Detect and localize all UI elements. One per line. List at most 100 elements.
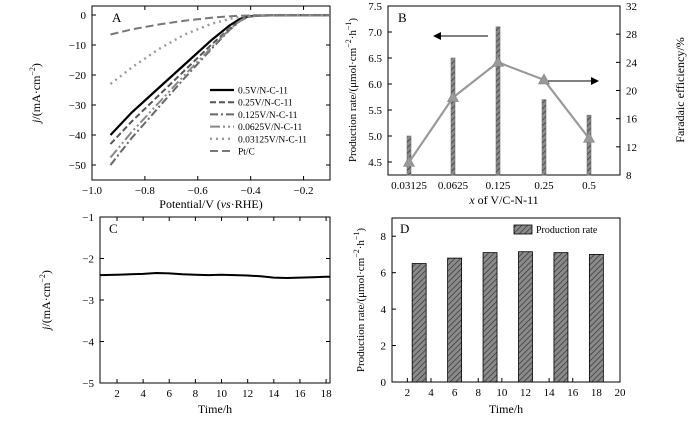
x-tick-label: 0.03125 (391, 180, 427, 192)
x-tick-label: 8 (475, 387, 481, 399)
panel-b-x-ticks: 0.03125 0.0625 0.125 0.25 0.5 (391, 171, 596, 192)
x-tick-label: 0.125 (486, 180, 511, 192)
faradaic-efficiency-marker (537, 73, 551, 85)
x-tick-label: 10 (496, 387, 508, 399)
panel-b-xlabel: x of V/C-N-11 (468, 193, 538, 207)
y-tick-label: −50 (69, 160, 87, 172)
x-tick-label: −0.2 (294, 185, 314, 197)
panel-b-bars (406, 26, 592, 176)
panel-a-y-ticks: −50 −40 −30 −20 −10 0 (69, 10, 330, 172)
y-tick-label-right: 12 (626, 142, 637, 154)
x-tick-label: 20 (615, 387, 627, 399)
y-tick-label: 2 (381, 341, 387, 353)
x-tick-label: 0.25 (534, 180, 554, 192)
panel-b-ylabel-right: Faradaic efficiency/% (673, 37, 687, 142)
x-tick-label: −0.8 (135, 185, 155, 197)
panel-c-label: C (109, 221, 118, 236)
y-tick-label-right: 24 (626, 57, 638, 69)
legend-label: 0.125V/N-C-11 (238, 111, 298, 121)
panel-d-xlabel: Time/h (489, 402, 523, 416)
y-tick-label-right: 28 (626, 29, 638, 41)
legend-label: 0.03125V/N-C-11 (238, 135, 307, 145)
panel-d-y-ticks: 0 2 4 6 8 (381, 231, 396, 389)
y-tick-label: −10 (69, 40, 87, 52)
x-tick-label: 2 (114, 388, 120, 400)
x-tick-label: 12 (520, 387, 531, 399)
x-tick-label: 10 (216, 388, 228, 400)
y-tick-label-right: 16 (626, 114, 638, 126)
y-tick-label: 7.0 (368, 27, 382, 39)
stability-curve (99, 271, 330, 280)
y-tick-label: −30 (69, 100, 87, 112)
y-tick-label: 4.5 (368, 157, 382, 169)
panel-a-legend: 0.5V/N-C-11 0.25V/N-C-11 0.125V/N-C-11 0.06… (210, 87, 307, 158)
y-tick-label: 8 (381, 231, 387, 243)
legend-label: 0.0625V/N-C-11 (238, 123, 303, 133)
faradaic-efficiency-marker (582, 131, 596, 143)
panel-a-xlabel: Potential/V (vs·RHE) (159, 197, 262, 211)
panel-d-label: D (400, 221, 409, 236)
panel-a-label: A (112, 10, 122, 25)
production-rate-bar (411, 263, 427, 383)
x-tick-label: 18 (591, 387, 603, 399)
x-tick-label: 18 (321, 388, 333, 400)
y-tick-label: −5 (82, 378, 94, 390)
panel-c-x-ticks: 2 4 6 8 10 12 14 16 18 (114, 217, 332, 400)
panel-a-ylabel: j/(mA·cm−2) (28, 63, 43, 125)
x-tick-label: 6 (167, 388, 173, 400)
x-tick-label: −0.6 (188, 185, 208, 197)
y-tick-label: 0 (81, 10, 87, 22)
y-tick-label: 7.5 (368, 1, 382, 13)
y-tick-label-right: 32 (626, 1, 637, 13)
panel-d-frame (391, 217, 621, 383)
panel-d-legend-swatch (513, 224, 533, 235)
y-tick-label: 4 (381, 304, 387, 316)
panel-d-bars (411, 251, 604, 383)
y-tick-label: −4 (82, 337, 94, 349)
panel-d: 2 4 6 8 10 12 14 16 18 20 0 2 4 6 8 D Production rate… (352, 217, 627, 416)
x-tick-label: 4 (428, 387, 434, 399)
x-tick-label: 8 (193, 388, 199, 400)
production-rate-bar (518, 251, 533, 383)
production-rate-bar (482, 252, 498, 383)
production-rate-bar (406, 135, 412, 176)
panel-c-series (99, 271, 330, 280)
x-tick-label: 0.5 (582, 180, 596, 192)
production-rate-bar (541, 99, 547, 176)
panel-d-ylabel: Production rate/(μmol·cm−2·h−1) (352, 228, 367, 373)
panel-d-legend-label: Production rate (536, 225, 598, 236)
panel-c: 2 4 6 8 10 12 14 16 18 −5 −4 −3 −2 −1 C Time/h j/(mA… (38, 212, 332, 416)
y-tick-label: −1 (82, 212, 94, 224)
x-tick-label: 14 (544, 387, 556, 399)
panel-b-y-ticks-right: 8 12 16 20 24 28 32 (616, 1, 638, 182)
panel-b-fe-line (402, 55, 596, 167)
panel-b-ylabel-left: Production rate/(μmol·cm−2·h−1) (344, 18, 359, 163)
y-tick-label: −20 (69, 70, 87, 82)
x-tick-label: −1.0 (82, 185, 102, 197)
legend-label: 0.5V/N-C-11 (238, 87, 288, 97)
x-tick-label: 2 (405, 387, 411, 399)
production-rate-bar (586, 114, 592, 176)
y-tick-label-right: 8 (626, 170, 632, 182)
y-tick-label: 0 (381, 377, 387, 389)
production-rate-bar (495, 26, 501, 176)
y-tick-label: −40 (69, 130, 87, 142)
panel-c-ylabel: j/(mA·cm−2) (38, 270, 53, 332)
x-tick-label: 12 (242, 388, 253, 400)
legend-label: 0.25V/N-C-11 (238, 99, 293, 109)
legend-label: Pt/C (238, 148, 255, 158)
x-tick-label: −0.4 (241, 185, 261, 197)
panel-b-frame (387, 5, 621, 176)
faradaic-efficiency-marker (402, 155, 416, 167)
x-tick-label: 4 (140, 388, 146, 400)
panel-c-frame (99, 216, 331, 384)
y-tick-label: 5.0 (368, 131, 382, 143)
x-tick-label: 16 (294, 388, 306, 400)
series-line-5 (109, 13, 330, 85)
x-tick-label: 14 (268, 388, 280, 400)
panel-b-y-ticks-left: 4.5 5.0 5.5 6.0 6.5 7.0 7.5 (368, 1, 392, 169)
y-tick-label: 6.0 (368, 79, 382, 91)
panel-c-xlabel: Time/h (198, 402, 232, 416)
production-rate-bar (450, 57, 456, 176)
